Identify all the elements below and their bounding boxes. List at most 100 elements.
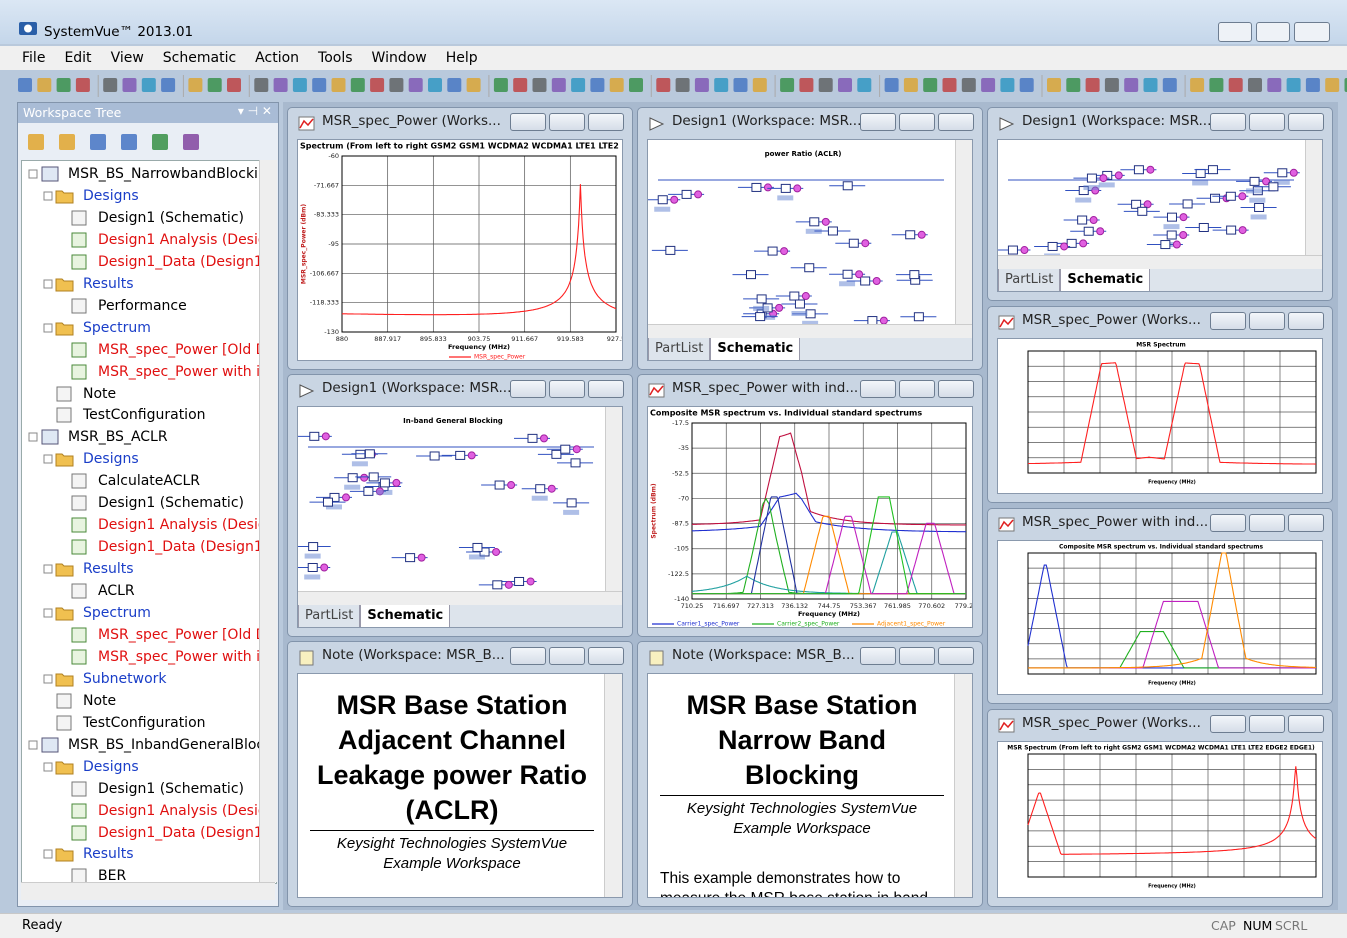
block xyxy=(790,292,799,300)
menu-item[interactable]: Schematic xyxy=(163,50,236,66)
vertical-scrollbar[interactable] xyxy=(605,407,622,591)
tree-item[interactable]: Designs xyxy=(43,449,139,469)
tab[interactable]: PartList xyxy=(648,338,710,361)
tree-item[interactable]: Results xyxy=(43,844,134,864)
vertical-scrollbar[interactable] xyxy=(604,674,622,898)
block-label xyxy=(563,510,579,515)
window-close[interactable] xyxy=(1288,113,1324,131)
tree-item[interactable]: Results xyxy=(43,274,134,294)
x-tick-label: 919.583 xyxy=(557,335,584,343)
window-maximize[interactable] xyxy=(899,647,935,665)
tree-item[interactable]: Performance xyxy=(58,296,187,316)
window-minimize[interactable] xyxy=(510,380,546,398)
block xyxy=(906,231,915,239)
horizontal-scrollbar[interactable] xyxy=(298,591,623,606)
x-tick-label: 887.917 xyxy=(374,335,401,343)
probe xyxy=(764,184,771,191)
window-maximize[interactable] xyxy=(1249,715,1285,733)
minimize-button[interactable] xyxy=(1218,22,1252,42)
window-minimize[interactable] xyxy=(860,647,896,665)
toolbar-button xyxy=(513,78,527,92)
menu-item[interactable]: View xyxy=(111,50,144,66)
window-minimize[interactable] xyxy=(860,380,896,398)
toolbar-button xyxy=(857,78,871,92)
menu-item[interactable]: Action xyxy=(255,50,299,66)
tree-item[interactable]: Design1_Data (Design1 A xyxy=(58,823,277,843)
tree-icon xyxy=(28,736,64,754)
tree-item[interactable]: MSR_BS_ACLR xyxy=(28,427,168,447)
tree-item[interactable]: Results xyxy=(43,559,134,579)
tree-item[interactable]: Note xyxy=(43,691,116,711)
window-maximize[interactable] xyxy=(549,113,585,131)
window-maximize[interactable] xyxy=(1249,312,1285,330)
menu-item[interactable]: Edit xyxy=(64,50,91,66)
tree-item[interactable]: TestConfiguration xyxy=(43,405,206,425)
tree-item[interactable]: Subnetwork xyxy=(43,669,167,689)
window-maximize[interactable] xyxy=(1249,113,1285,131)
tree-item[interactable]: Design1 Analysis (Desigr xyxy=(58,515,273,535)
tree-item[interactable]: Design1_Data (Design1 A xyxy=(58,537,277,557)
window-minimize[interactable] xyxy=(860,113,896,131)
window-minimize[interactable] xyxy=(1210,514,1246,532)
tab[interactable]: PartList xyxy=(298,605,360,628)
tree-item[interactable]: Design1_Data (Design1 A xyxy=(58,252,277,272)
tree-item[interactable]: Design1 Analysis (Desigr xyxy=(58,230,273,250)
window-close[interactable] xyxy=(1288,514,1324,532)
menu-item[interactable]: Window xyxy=(372,50,427,66)
window-maximize[interactable] xyxy=(899,380,935,398)
tree-icon xyxy=(58,802,94,820)
tree-item[interactable]: Note xyxy=(43,384,116,404)
tab[interactable]: PartList xyxy=(998,269,1060,292)
tree-item[interactable]: Designs xyxy=(43,757,139,777)
tree-item[interactable]: MSR_BS_InbandGeneralBlock xyxy=(28,735,272,755)
window-close[interactable] xyxy=(588,113,624,131)
toolbar-button xyxy=(943,78,957,92)
window-minimize[interactable] xyxy=(1210,715,1246,733)
tree-item[interactable]: MSR_spec_Power [Old D xyxy=(58,625,266,645)
block xyxy=(456,451,465,459)
tab[interactable]: Schematic xyxy=(360,605,450,628)
tree-item[interactable]: Design1 Analysis (Desigr xyxy=(58,801,273,821)
window-minimize[interactable] xyxy=(1210,113,1246,131)
window-close[interactable] xyxy=(1288,715,1324,733)
window-minimize[interactable] xyxy=(510,647,546,665)
window-minimize[interactable] xyxy=(510,113,546,131)
horizontal-scrollbar[interactable] xyxy=(648,324,973,339)
window-maximize[interactable] xyxy=(549,380,585,398)
tree-item[interactable]: TestConfiguration xyxy=(43,713,206,733)
tree-item[interactable]: Spectrum xyxy=(43,603,151,623)
vertical-scrollbar[interactable] xyxy=(1305,140,1322,255)
tree-item[interactable]: Designs xyxy=(43,186,139,206)
menu-item[interactable]: Tools xyxy=(318,50,353,66)
tree-item[interactable]: Design1 (Schematic) xyxy=(58,493,244,513)
window-minimize[interactable] xyxy=(1210,312,1246,330)
window-close[interactable] xyxy=(588,647,624,665)
window-close[interactable] xyxy=(938,647,974,665)
vertical-scrollbar[interactable] xyxy=(955,140,972,324)
window-maximize[interactable] xyxy=(1249,514,1285,532)
tree-item[interactable]: MSR_BS_NarrowbandBlockin xyxy=(28,164,267,184)
window-close[interactable] xyxy=(588,380,624,398)
close-button[interactable] xyxy=(1294,22,1330,42)
tree-item[interactable]: ACLR xyxy=(58,581,135,601)
tree-item[interactable]: CalculateACLR xyxy=(58,471,200,491)
tree-item[interactable]: Design1 (Schematic) xyxy=(58,779,244,799)
window-close[interactable] xyxy=(938,380,974,398)
tree-item[interactable]: MSR_spec_Power with ir xyxy=(58,362,266,382)
window-close[interactable] xyxy=(1288,312,1324,330)
tab[interactable]: Schematic xyxy=(710,338,800,361)
menu-item[interactable]: File xyxy=(22,50,45,66)
menu-item[interactable]: Help xyxy=(446,50,478,66)
window-maximize[interactable] xyxy=(899,113,935,131)
maximize-button[interactable] xyxy=(1256,22,1290,42)
probe xyxy=(508,482,515,489)
window-close[interactable] xyxy=(938,113,974,131)
tree-item[interactable]: Spectrum xyxy=(43,318,151,338)
tab[interactable]: Schematic xyxy=(1060,269,1150,292)
tree-item[interactable]: Design1 (Schematic) xyxy=(58,208,244,228)
tree-item[interactable]: MSR_spec_Power with ir xyxy=(58,647,266,667)
tree-item[interactable]: MSR_spec_Power [Old D xyxy=(58,340,266,360)
vertical-scrollbar[interactable] xyxy=(954,674,972,898)
window-maximize[interactable] xyxy=(549,647,585,665)
horizontal-scrollbar[interactable] xyxy=(998,255,1323,270)
